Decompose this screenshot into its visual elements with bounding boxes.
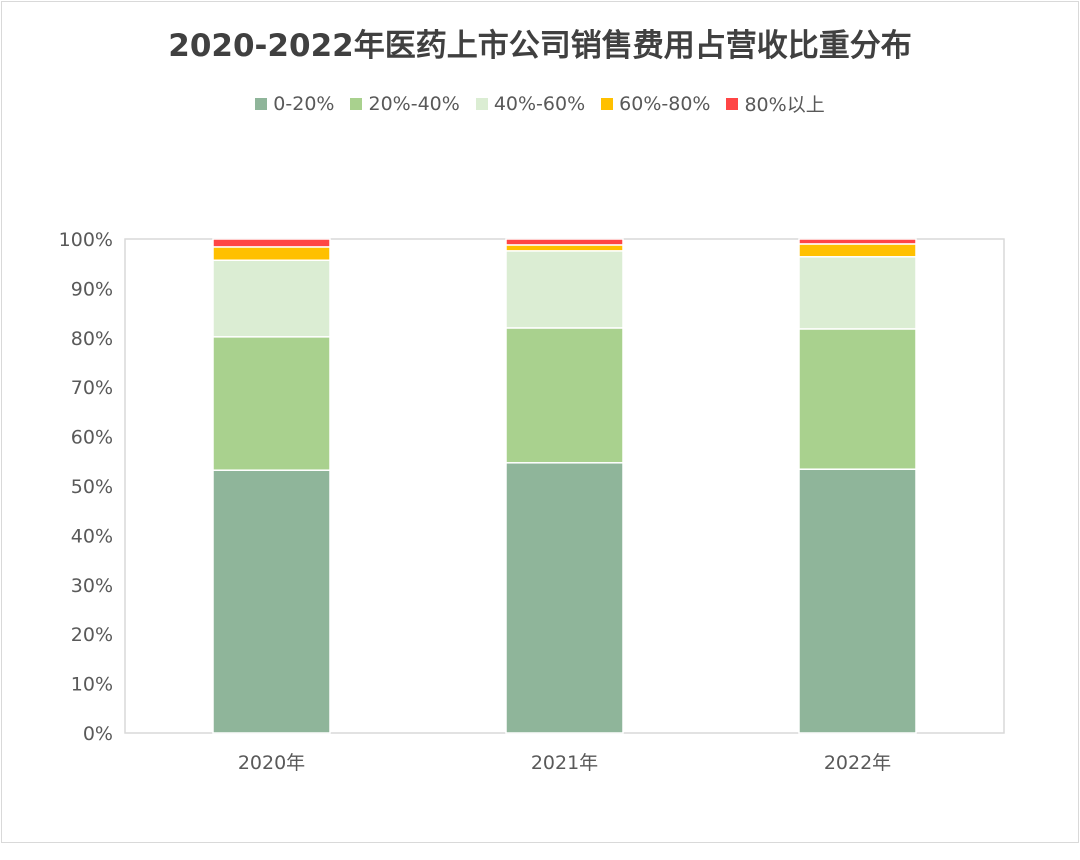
legend-label: 20%-40% <box>368 92 460 115</box>
y-tick-label: 90% <box>71 278 113 300</box>
legend-label: 0-20% <box>273 92 335 115</box>
legend-item: 80%以上 <box>726 90 825 117</box>
legend-item: 60%-80% <box>601 90 710 117</box>
legend-label: 40%-60% <box>493 92 586 115</box>
bar-segment <box>212 238 331 248</box>
legend-item: 40%-60% <box>475 90 586 117</box>
bar-segment <box>798 238 917 245</box>
y-tick-label: 40% <box>71 525 113 547</box>
legend-label: 80%以上 <box>744 94 825 116</box>
bar-segment <box>212 336 331 471</box>
x-tick-label: 2022年 <box>824 752 891 774</box>
y-tick-label: 0% <box>83 723 113 745</box>
y-tick-label: 50% <box>71 476 113 498</box>
chart-title: 2020-2022年医药上市公司销售费用占营收比重分布 <box>168 28 912 64</box>
y-tick-label: 30% <box>71 575 113 597</box>
bar-segment <box>798 243 917 258</box>
bar-segment <box>798 256 917 330</box>
legend-swatch <box>475 97 488 110</box>
legend-swatch <box>350 97 363 110</box>
legend-item: 20%-40% <box>350 90 460 117</box>
y-tick-label: 20% <box>71 624 113 646</box>
x-tick-label: 2020年 <box>238 752 305 774</box>
y-tick-label: 80% <box>71 328 113 350</box>
bar-segment <box>798 328 917 470</box>
chart-frame <box>1 1 1079 843</box>
bar-segment <box>505 238 624 246</box>
legend-swatch <box>726 97 739 110</box>
y-tick-label: 60% <box>71 427 113 449</box>
legend: 0-20% 20%-40% 40%-60% 60%-80% 80%以上 <box>0 90 1080 117</box>
legend-item: 0-20% <box>255 90 334 117</box>
legend-swatch <box>601 97 614 110</box>
y-tick-label: 10% <box>71 674 113 696</box>
legend-label: 60%-80% <box>619 92 711 115</box>
bar-segment <box>505 327 624 464</box>
bar-segment <box>212 259 331 338</box>
y-tick-label: 70% <box>71 377 113 399</box>
bar-segment <box>505 462 624 734</box>
bar-segment <box>505 244 624 252</box>
bar-segment <box>212 246 331 261</box>
legend-swatch <box>255 97 268 110</box>
x-tick-label: 2021年 <box>531 752 598 774</box>
y-tick-label: 100% <box>59 229 113 251</box>
bar-segment <box>798 468 917 734</box>
bar-segment <box>505 250 624 329</box>
bar-segment <box>212 469 331 734</box>
